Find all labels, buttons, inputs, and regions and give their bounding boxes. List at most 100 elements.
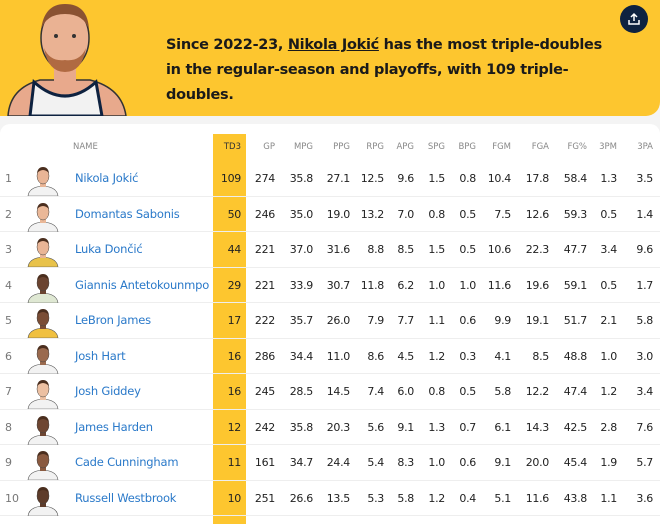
stat-rpg: 5.3 [367,491,384,505]
column-header-fg-pct[interactable]: FG% [567,142,587,152]
player-avatar [24,378,62,409]
stat-mpg: 37.0 [289,243,314,256]
stat-fga: 19.1 [525,314,550,327]
column-header-3pm[interactable]: 3PM [599,142,617,152]
stat-fg-pct: 48.8 [563,349,588,363]
player-name-link[interactable]: James Harden [75,419,153,434]
stat-apg: 9.1 [397,420,414,434]
table-row[interactable]: 1 Nikola Jokić 109 274 35.8 27.1 12.5 9.6 1.5 0.8… [0,161,660,197]
stat-fg-pct: 59.3 [563,207,588,221]
stat-3pa: 1.4 [636,207,653,221]
table-row[interactable]: 3 Luka Dončić 44 221 37.0 31.6 8.8 8.5 1.5 0.5 10.… [0,232,660,268]
column-header-td3[interactable]: TD3 [223,142,241,152]
stat-3pa: 7.6 [636,420,653,434]
column-header-bpg[interactable]: BPG [458,142,476,152]
table-row[interactable]: 7 Josh Giddey 16 245 28.5 14.5 7.4 6.0 0.8 0.5 5.8… [0,374,660,410]
stat-gp: 161 [254,456,275,469]
stat-bpg: 0.5 [459,243,476,256]
table-row[interactable]: 8 James Harden 12 242 35.8 20.3 5.6 9.1 1.3 0.7 6.… [0,410,660,445]
stat-gp: 221 [254,278,275,292]
stat-fga: 17.8 [525,172,550,185]
stat-ppg: 20.3 [326,420,351,434]
stat-fga: 19.6 [525,278,550,292]
column-header-rpg[interactable]: RPG [366,142,384,152]
stat-td3: 11 [227,456,242,469]
player-name-link[interactable]: Josh Hart [75,348,126,363]
stat-ppg: 19.0 [326,207,351,221]
player-name-link[interactable]: Luka Dončić [75,242,143,256]
stat-ppg: 30.7 [326,278,351,292]
column-header-spg[interactable]: SPG [427,142,445,152]
player-name-link[interactable]: Cade Cunningham [75,455,179,469]
stat-fg-pct: 45.4 [563,456,588,469]
player-name-link[interactable]: Giannis Antetokounmpo [75,277,210,292]
stat-spg: 0.8 [428,385,445,398]
stat-fgm: 9.9 [494,314,511,327]
stat-apg: 8.5 [397,243,414,256]
rank: 5 [5,314,12,327]
stat-mpg: 34.7 [289,456,314,469]
player-link[interactable]: Nikola Jokić [287,37,379,53]
column-header-gp[interactable]: GP [263,142,275,152]
player-name-link[interactable]: Russell Westbrook [75,490,177,505]
table-row[interactable]: 10 Russell Westbrook 10 251 26.6 13.5 5.3 5.8 1.… [0,481,660,516]
player-avatar [24,236,62,267]
stat-fgm: 5.8 [494,385,511,398]
stat-td3: 29 [227,278,242,292]
stat-3pa: 5.8 [636,314,653,327]
column-header-name[interactable]: NAME [73,142,98,152]
column-header-mpg[interactable]: MPG [293,142,313,152]
stat-fga: 14.3 [525,420,550,434]
rank: 10 [5,491,19,505]
stat-gp: 274 [254,172,275,185]
column-header-apg[interactable]: APG [396,142,414,152]
stat-3pa: 9.6 [636,243,653,256]
table-row[interactable]: 9 Cade Cunningham 11 161 34.7 24.4 5.4 8.3 1.0 0.… [0,445,660,481]
stat-fga: 12.6 [525,207,550,221]
stats-table: NAME TD3 GP MPG PPG RPG APG SPG BPG FGM FGA FG% 3PM 3… [0,124,660,524]
stat-spg: 1.0 [428,456,445,469]
stat-gp: 251 [254,491,275,505]
stat-fg-pct: 59.1 [563,278,588,292]
stat-bpg: 0.6 [459,314,476,327]
stat-td3: 44 [227,243,242,256]
player-name-link[interactable]: Nikola Jokić [75,171,139,185]
stat-fgm: 11.6 [487,278,512,292]
stat-mpg: 35.7 [289,314,314,327]
player-name-link[interactable]: Josh Giddey [75,384,141,398]
stat-ppg: 13.5 [326,491,351,505]
share-button[interactable] [620,5,648,33]
player-name-link[interactable]: LeBron James [75,313,151,327]
stat-gp: 222 [254,314,275,327]
stat-ppg: 31.6 [326,243,351,256]
stat-fgm: 6.1 [494,420,511,434]
stat-apg: 6.0 [397,385,414,398]
column-header-fgm[interactable]: FGM [492,142,511,152]
stat-rpg: 8.6 [367,349,384,363]
table-row[interactable]: 6 Josh Hart 16 286 34.4 11.0 8.6 4.5 1.2 0.3 4.1 8.… [0,339,660,374]
column-header-fga[interactable]: FGA [531,142,549,152]
stat-3pa: 3.6 [636,491,653,505]
stat-fga: 20.0 [525,456,550,469]
stat-3pa: 1.7 [636,278,653,292]
table-row[interactable]: 4 Giannis Antetokounmpo 29 221 33.9 30.7 11.8 6… [0,268,660,303]
stat-td3: 17 [227,314,242,327]
stat-mpg: 35.8 [289,172,314,185]
rank: 7 [5,385,12,398]
table-row[interactable]: 5 LeBron James 17 222 35.7 26.0 7.9 7.7 1.1 0.6 9.… [0,303,660,339]
stat-spg: 1.2 [428,349,445,363]
rank: 3 [5,243,12,256]
stat-ppg: 26.0 [326,314,351,327]
stat-rpg: 7.4 [367,385,384,398]
stat-spg: 1.2 [428,491,445,505]
stat-fgm: 5.1 [494,491,511,505]
column-header-ppg[interactable]: PPG [333,142,350,152]
player-name-link[interactable]: Domantas Sabonis [75,206,180,221]
stat-bpg: 1.0 [459,278,476,292]
column-header-3pa[interactable]: 3PA [637,142,653,152]
table-row[interactable]: 2 Domantas Sabonis 50 246 35.0 19.0 13.2 7.0 0.8… [0,197,660,232]
player-avatar [24,307,62,338]
stat-spg: 1.0 [428,278,445,292]
stat-rpg: 11.8 [360,278,385,292]
player-avatar [24,201,62,232]
